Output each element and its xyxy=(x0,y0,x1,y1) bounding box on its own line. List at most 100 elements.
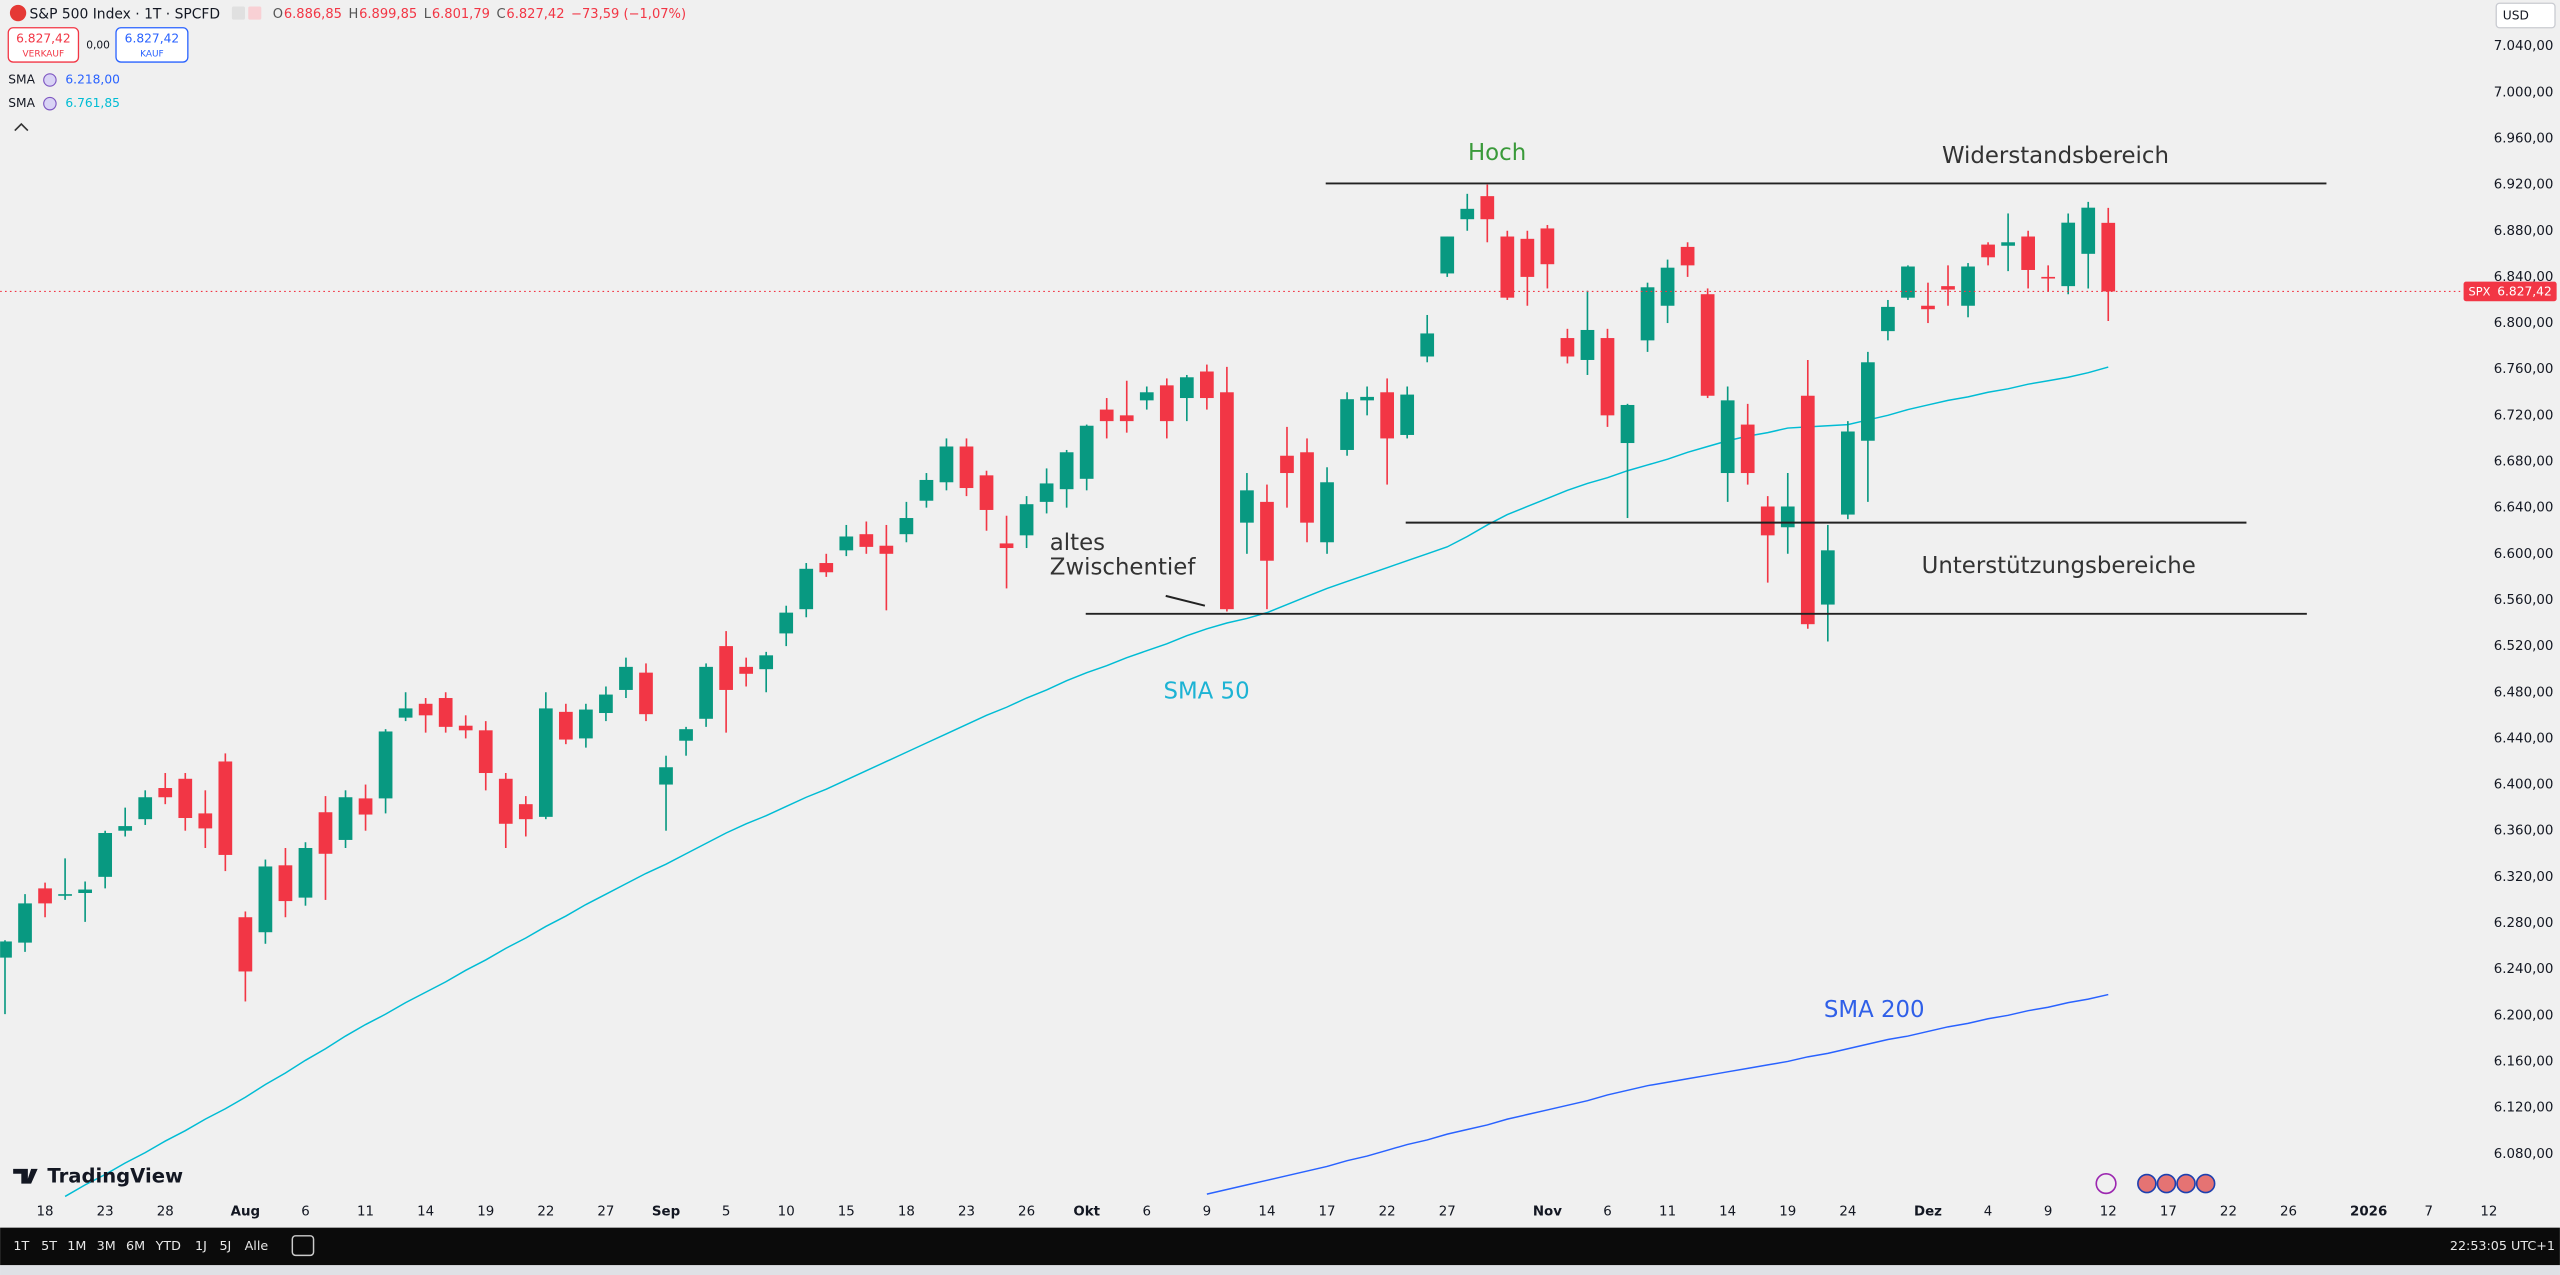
collapse-icon[interactable] xyxy=(14,122,29,132)
y-tick-label: 6.800,00 xyxy=(2494,316,2554,331)
ohlc-value: 6.886,85 xyxy=(284,7,342,22)
candle-body xyxy=(639,672,653,715)
annotation: Unterstützungsbereiche xyxy=(1922,553,2196,579)
sell-label[interactable]: VERKAUF xyxy=(23,49,65,59)
x-tick-label: 18 xyxy=(37,1204,54,1219)
candle-body xyxy=(1179,377,1194,399)
range-button[interactable]: 5T xyxy=(41,1239,57,1254)
y-tick-label: 6.920,00 xyxy=(2494,178,2554,193)
x-tick-label: 11 xyxy=(357,1204,374,1219)
sell-price[interactable]: 6.827,42 xyxy=(16,32,70,46)
buy-price[interactable]: 6.827,42 xyxy=(125,32,179,46)
y-tick-label: 7.000,00 xyxy=(2494,85,2554,100)
change: −73,59 (−1,07%) xyxy=(571,7,686,22)
event-flag[interactable] xyxy=(2137,1173,2157,1194)
candle-body xyxy=(298,848,313,898)
axes: 7.040,00 7.000,00 6.960,00 6.920,00 6.880,00… xyxy=(37,2,2557,1219)
event-icon[interactable] xyxy=(2095,1172,2117,1195)
candle-body xyxy=(238,917,253,972)
x-tick-label: 26 xyxy=(1018,1204,1035,1219)
buy-button[interactable] xyxy=(115,27,189,63)
candle-body xyxy=(18,903,32,943)
candle-body xyxy=(1500,236,1515,298)
candle-body xyxy=(1019,504,1034,536)
x-tick-label: 4 xyxy=(1984,1204,1993,1219)
ohlc-label: L xyxy=(424,7,432,22)
x-tick-label: 6 xyxy=(1603,1204,1612,1219)
indicator-value: 6.761,85 xyxy=(65,96,119,110)
x-tick-label: 23 xyxy=(958,1204,975,1219)
range-button[interactable]: 1M xyxy=(67,1239,86,1254)
indicator-icon[interactable] xyxy=(43,73,57,87)
clock: 22:53:05 UTC+1 xyxy=(2450,1239,2555,1254)
range-button[interactable]: 5J xyxy=(219,1239,231,1254)
candle-body xyxy=(178,778,193,819)
candle-body xyxy=(1580,329,1595,360)
candle-body xyxy=(2061,222,2076,287)
y-tick-label: 6.240,00 xyxy=(2494,962,2554,977)
y-tick-label: 6.600,00 xyxy=(2494,547,2554,562)
candle-body xyxy=(819,563,834,573)
x-tick-label: 15 xyxy=(838,1204,855,1219)
candle-body xyxy=(318,812,333,854)
indicator-icon[interactable] xyxy=(43,96,57,111)
y-tick-label: 6.760,00 xyxy=(2494,362,2554,377)
candle-body xyxy=(1520,238,1535,277)
x-tick-label: 19 xyxy=(477,1204,494,1219)
buy-label[interactable]: KAUF xyxy=(140,49,164,59)
y-tick-label: 6.080,00 xyxy=(2494,1147,2554,1162)
date-range-icon[interactable] xyxy=(291,1235,315,1257)
annotation: Zwischentief xyxy=(1050,555,1197,581)
toolbar-edge xyxy=(0,1265,2560,1275)
sell-button[interactable] xyxy=(7,27,80,63)
x-tick-label: 28 xyxy=(157,1204,174,1219)
candle-body xyxy=(999,543,1014,549)
x-tick-label: 11 xyxy=(1659,1204,1676,1219)
currency[interactable]: USD xyxy=(2503,8,2529,22)
candle-body xyxy=(1480,196,1495,220)
y-tick-label: 6.880,00 xyxy=(2494,224,2554,239)
event-flag[interactable] xyxy=(2156,1173,2177,1194)
candle-body xyxy=(619,666,633,690)
candle-body xyxy=(1220,392,1234,610)
range-button[interactable]: YTD xyxy=(155,1239,182,1254)
candle-body xyxy=(1800,395,1815,625)
candle-body xyxy=(579,709,593,739)
x-tick-label: 22 xyxy=(537,1204,554,1219)
y-tick-label: 6.200,00 xyxy=(2494,1008,2554,1023)
x-tick-label: 5 xyxy=(722,1204,731,1219)
annotation: altes xyxy=(1050,530,1105,556)
candle-body xyxy=(2081,207,2096,254)
ohlc-value: 6.899,85 xyxy=(359,7,417,22)
range-button[interactable]: 3M xyxy=(97,1239,116,1254)
annotation: SMA 50 xyxy=(1163,679,1249,705)
currency-box[interactable] xyxy=(2495,2,2556,29)
candle-body xyxy=(1159,385,1174,422)
x-tick-label: Aug xyxy=(231,1204,260,1219)
candle-body xyxy=(779,612,794,634)
candle-body xyxy=(1740,424,1755,474)
header: S&P 500 Index · 1T · SPCFD O 6.886,85 H 6.89… xyxy=(7,4,686,132)
x-tick-label: 17 xyxy=(2160,1204,2177,1219)
range-button[interactable]: 1J xyxy=(195,1239,207,1254)
sma-line xyxy=(1206,993,2109,1195)
ohlc-label: C xyxy=(496,7,505,22)
candle-body xyxy=(458,725,473,731)
x-tick-label: 14 xyxy=(1719,1204,1736,1219)
range-button[interactable]: 1T xyxy=(13,1239,29,1254)
candle-body xyxy=(959,446,974,489)
indicator-name: SMA xyxy=(8,72,35,86)
candle-body xyxy=(1921,305,1935,310)
candle-body xyxy=(559,711,573,740)
range-button[interactable]: 6M xyxy=(126,1239,145,1254)
event-flag[interactable] xyxy=(2195,1173,2216,1194)
event-flag[interactable] xyxy=(2176,1173,2196,1194)
candle-body xyxy=(1540,228,1555,265)
ohlc-label: H xyxy=(348,7,358,22)
candle-body xyxy=(1881,306,1895,332)
y-tick-label: 6.520,00 xyxy=(2494,639,2554,654)
candle-body xyxy=(1380,392,1394,439)
candle-body xyxy=(1420,333,1435,357)
range-button[interactable]: Alle xyxy=(245,1239,269,1254)
